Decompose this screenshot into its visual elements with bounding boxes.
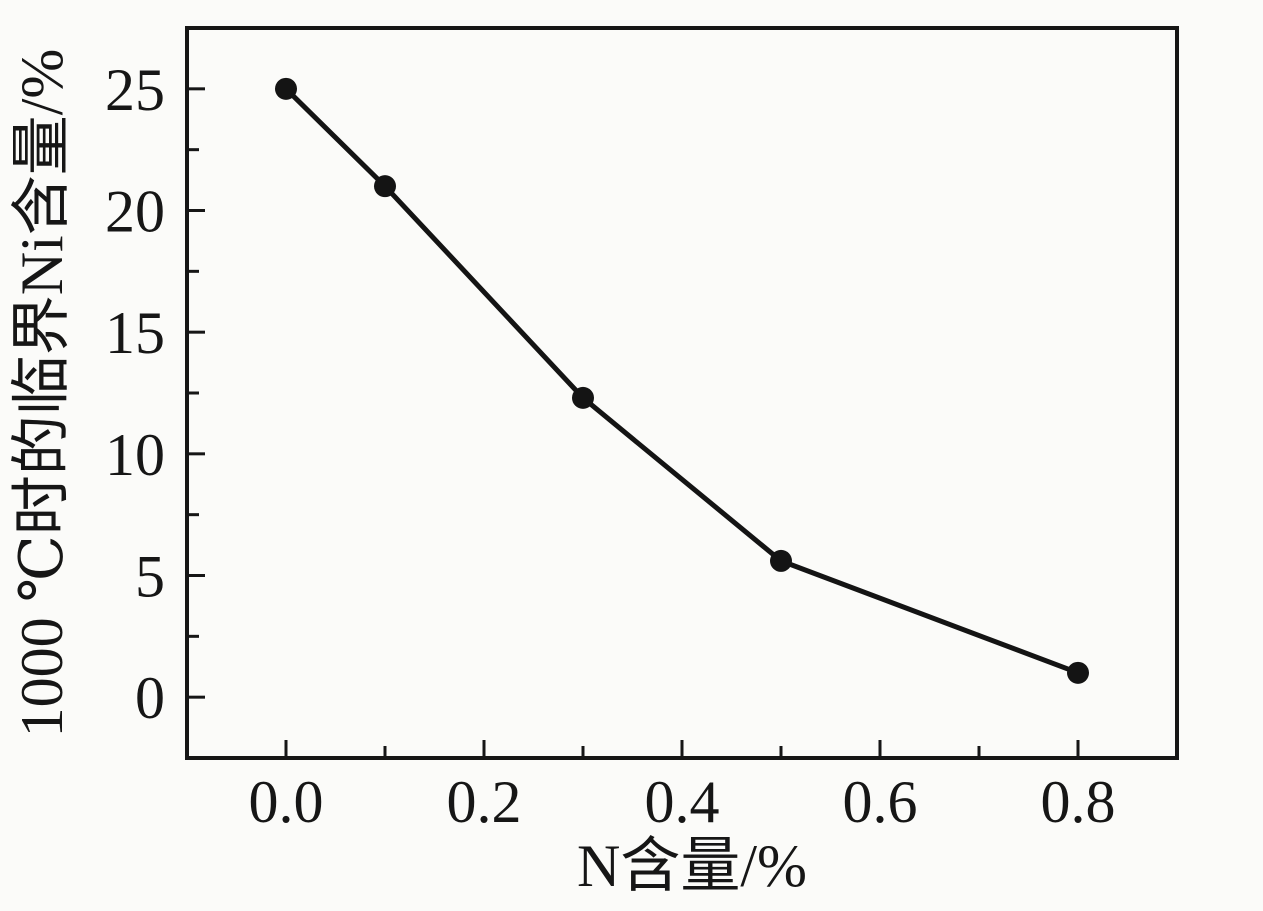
plot-frame [185,26,1179,760]
x-tick-label: 0.0 [249,769,324,835]
data-point [275,77,297,100]
axis-ticks [189,87,1080,756]
x-tick-label: 0.4 [645,769,720,835]
data-line [283,86,1081,676]
x-tick-label: 0.8 [1041,769,1116,835]
y-tick-label: 20 [105,179,165,245]
data-point [374,175,396,198]
y-tick-label: 0 [135,665,165,731]
data-series [275,77,1089,684]
data-point [572,386,594,409]
y-tick-label: 25 [105,57,165,123]
y-tick-label: 5 [135,544,165,610]
y-tick-label: 10 [105,422,165,488]
y-axis-title: 1000 ℃时的临界Ni含量/% [9,49,75,738]
x-axis-title: N含量/% [577,833,807,899]
data-point [1067,661,1089,684]
x-tick-label: 0.6 [843,769,918,835]
y-tick-label: 15 [105,300,165,366]
data-point [770,549,792,572]
x-tick-label: 0.2 [447,769,522,835]
axis-tick-labels: 0.0 0.2 0.4 0.6 0.8 0 5 10 15 20 25 [105,57,1116,835]
